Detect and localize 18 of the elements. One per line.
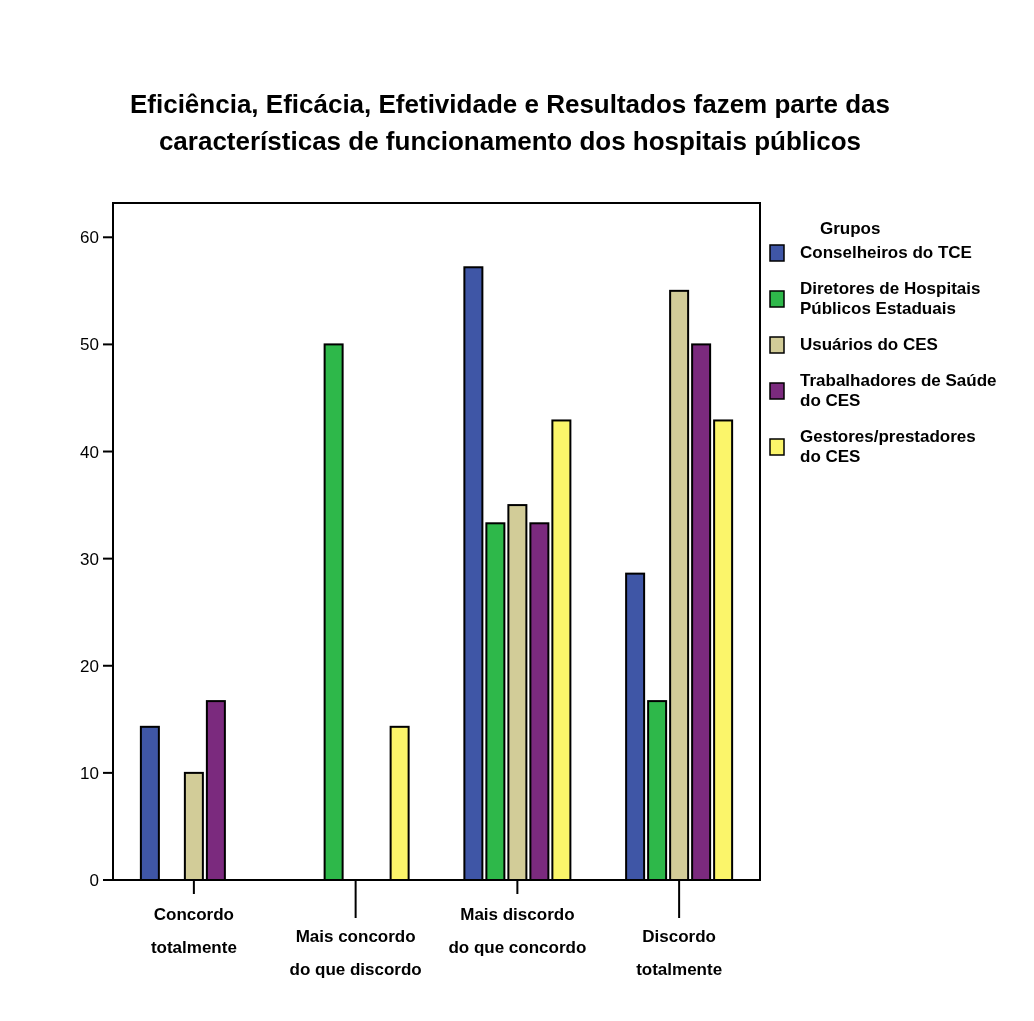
y-tick-label: 0 xyxy=(89,871,99,890)
y-tick-label: 40 xyxy=(80,442,99,462)
legend-title: Grupos xyxy=(820,219,881,238)
y-tick-label: 20 xyxy=(80,656,99,676)
x-tick-label: Mais concordo do que discordo xyxy=(289,927,422,979)
x-tick-label: Concordo totalmente xyxy=(150,905,237,957)
legend-label: Diretores de Hospitais Públicos Estaduais xyxy=(800,279,981,318)
y-tick-label: 10 xyxy=(80,763,99,783)
legend-label: Trabalhadores de Saúde do CES xyxy=(800,371,997,410)
y-tick-label: 60 xyxy=(80,228,99,248)
y-tick-label: 50 xyxy=(80,335,99,355)
legend-label: Gestores/prestadores do CES xyxy=(800,427,976,466)
x-tick-label: Discordo totalmente xyxy=(636,927,723,979)
y-tick-label: 30 xyxy=(80,549,99,569)
legend-label: Usuários do CES xyxy=(800,335,938,354)
legend-label: Conselheiros do TCE xyxy=(800,243,972,262)
x-tick-label: Mais discordo do que concordo xyxy=(448,905,587,957)
chart-title: Eficiência, Eficácia, Efetividade e Resultados fazem parte das características de funcionamento dos hospitais públicos xyxy=(129,89,891,156)
